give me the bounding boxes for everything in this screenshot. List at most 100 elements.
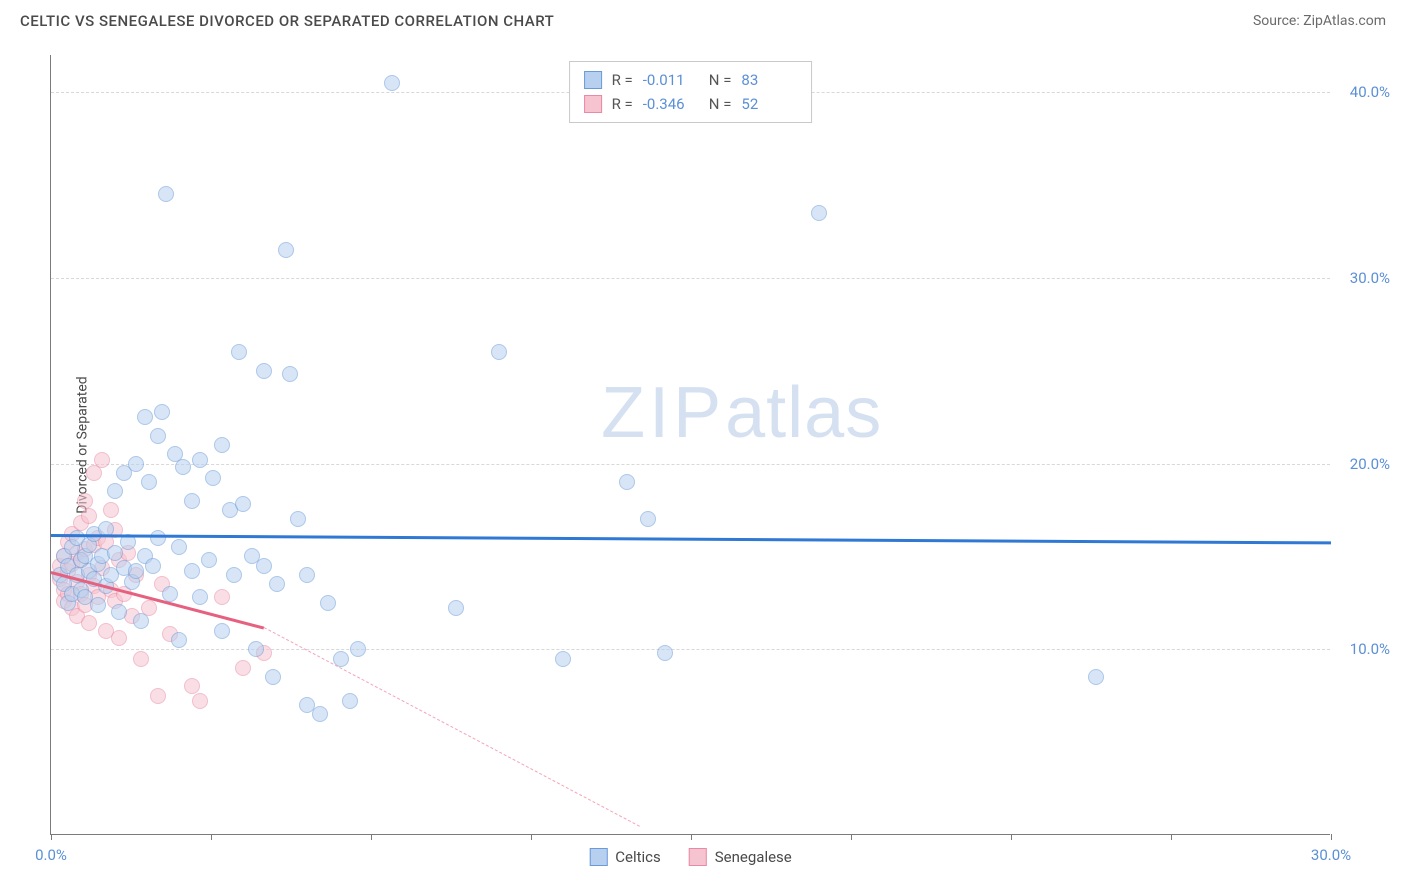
data-point <box>103 502 119 518</box>
n-label: N = <box>709 68 732 92</box>
data-point <box>192 589 208 605</box>
trendline <box>51 534 1331 544</box>
data-point <box>214 623 230 639</box>
series-legend: Celtics Senegalese <box>589 848 792 866</box>
data-point <box>145 558 161 574</box>
data-point <box>111 630 127 646</box>
scatter-plot: ZIPatlas R = -0.011 N = 83 R = -0.346 N … <box>50 55 1330 835</box>
x-tick <box>531 834 532 840</box>
swatch-pink-icon <box>689 848 707 866</box>
data-point <box>184 563 200 579</box>
data-point <box>555 651 571 667</box>
data-point <box>312 706 328 722</box>
data-point <box>448 600 464 616</box>
data-point <box>81 508 97 524</box>
x-tick-label: 30.0% <box>1311 846 1351 864</box>
legend-item-senegalese: Senegalese <box>689 848 792 866</box>
x-tick <box>1331 834 1332 840</box>
data-point <box>248 641 264 657</box>
data-point <box>128 456 144 472</box>
data-point <box>133 651 149 667</box>
data-point <box>137 409 153 425</box>
legend-label: Senegalese <box>715 848 792 866</box>
x-tick <box>1171 834 1172 840</box>
data-point <box>107 483 123 499</box>
x-tick <box>1011 834 1012 840</box>
data-point <box>256 558 272 574</box>
legend-row-senegalese: R = -0.346 N = 52 <box>584 92 798 116</box>
data-point <box>150 428 166 444</box>
data-point <box>640 511 656 527</box>
data-point <box>350 641 366 657</box>
data-point <box>141 474 157 490</box>
y-tick-label: 30.0% <box>1350 269 1390 287</box>
data-point <box>171 539 187 555</box>
data-point <box>128 563 144 579</box>
data-point <box>235 660 251 676</box>
data-point <box>299 567 315 583</box>
n-value: 52 <box>741 92 797 116</box>
x-tick <box>851 834 852 840</box>
swatch-blue-icon <box>589 848 607 866</box>
data-point <box>111 604 127 620</box>
data-point <box>231 344 247 360</box>
source-link[interactable]: ZipAtlas.com <box>1303 13 1386 29</box>
swatch-blue-icon <box>584 71 602 89</box>
x-tick-label: 0.0% <box>35 846 67 864</box>
r-value: -0.011 <box>643 68 699 92</box>
source-prefix: Source: <box>1253 13 1303 29</box>
data-point <box>278 242 294 258</box>
data-point <box>154 404 170 420</box>
data-point <box>214 589 230 605</box>
legend-row-celtics: R = -0.011 N = 83 <box>584 68 798 92</box>
data-point <box>235 496 251 512</box>
data-point <box>226 567 242 583</box>
data-point <box>290 511 306 527</box>
data-point <box>201 552 217 568</box>
gridline <box>51 464 1330 465</box>
data-point <box>342 693 358 709</box>
data-point <box>184 493 200 509</box>
legend-label: Celtics <box>615 848 661 866</box>
data-point <box>150 688 166 704</box>
legend-item-celtics: Celtics <box>589 848 661 866</box>
trendline <box>264 627 640 827</box>
chart-area: Divorced or Separated ZIPatlas R = -0.01… <box>50 55 1330 835</box>
data-point <box>150 530 166 546</box>
r-value: -0.346 <box>643 92 699 116</box>
r-label: R = <box>612 68 633 92</box>
data-point <box>657 645 673 661</box>
chart-title: CELTIC VS SENEGALESE DIVORCED OR SEPARAT… <box>20 12 554 30</box>
data-point <box>133 613 149 629</box>
data-point <box>265 669 281 685</box>
data-point <box>256 363 272 379</box>
data-point <box>90 597 106 613</box>
data-point <box>175 459 191 475</box>
x-tick <box>211 834 212 840</box>
x-tick <box>51 834 52 840</box>
data-point <box>192 693 208 709</box>
data-point <box>619 474 635 490</box>
data-point <box>162 586 178 602</box>
data-point <box>282 366 298 382</box>
data-point <box>491 344 507 360</box>
y-tick-label: 10.0% <box>1350 640 1390 658</box>
data-point <box>1088 669 1104 685</box>
y-tick-label: 40.0% <box>1350 83 1390 101</box>
data-point <box>269 576 285 592</box>
n-label: N = <box>709 92 732 116</box>
data-point <box>81 615 97 631</box>
watermark: ZIPatlas <box>601 372 882 454</box>
n-value: 83 <box>741 68 797 92</box>
data-point <box>192 452 208 468</box>
gridline <box>51 649 1330 650</box>
correlation-legend: R = -0.011 N = 83 R = -0.346 N = 52 <box>569 61 813 123</box>
swatch-pink-icon <box>584 95 602 113</box>
data-point <box>811 205 827 221</box>
r-label: R = <box>612 92 633 116</box>
data-point <box>384 75 400 91</box>
data-point <box>77 493 93 509</box>
data-point <box>214 437 230 453</box>
data-point <box>158 186 174 202</box>
gridline <box>51 278 1330 279</box>
